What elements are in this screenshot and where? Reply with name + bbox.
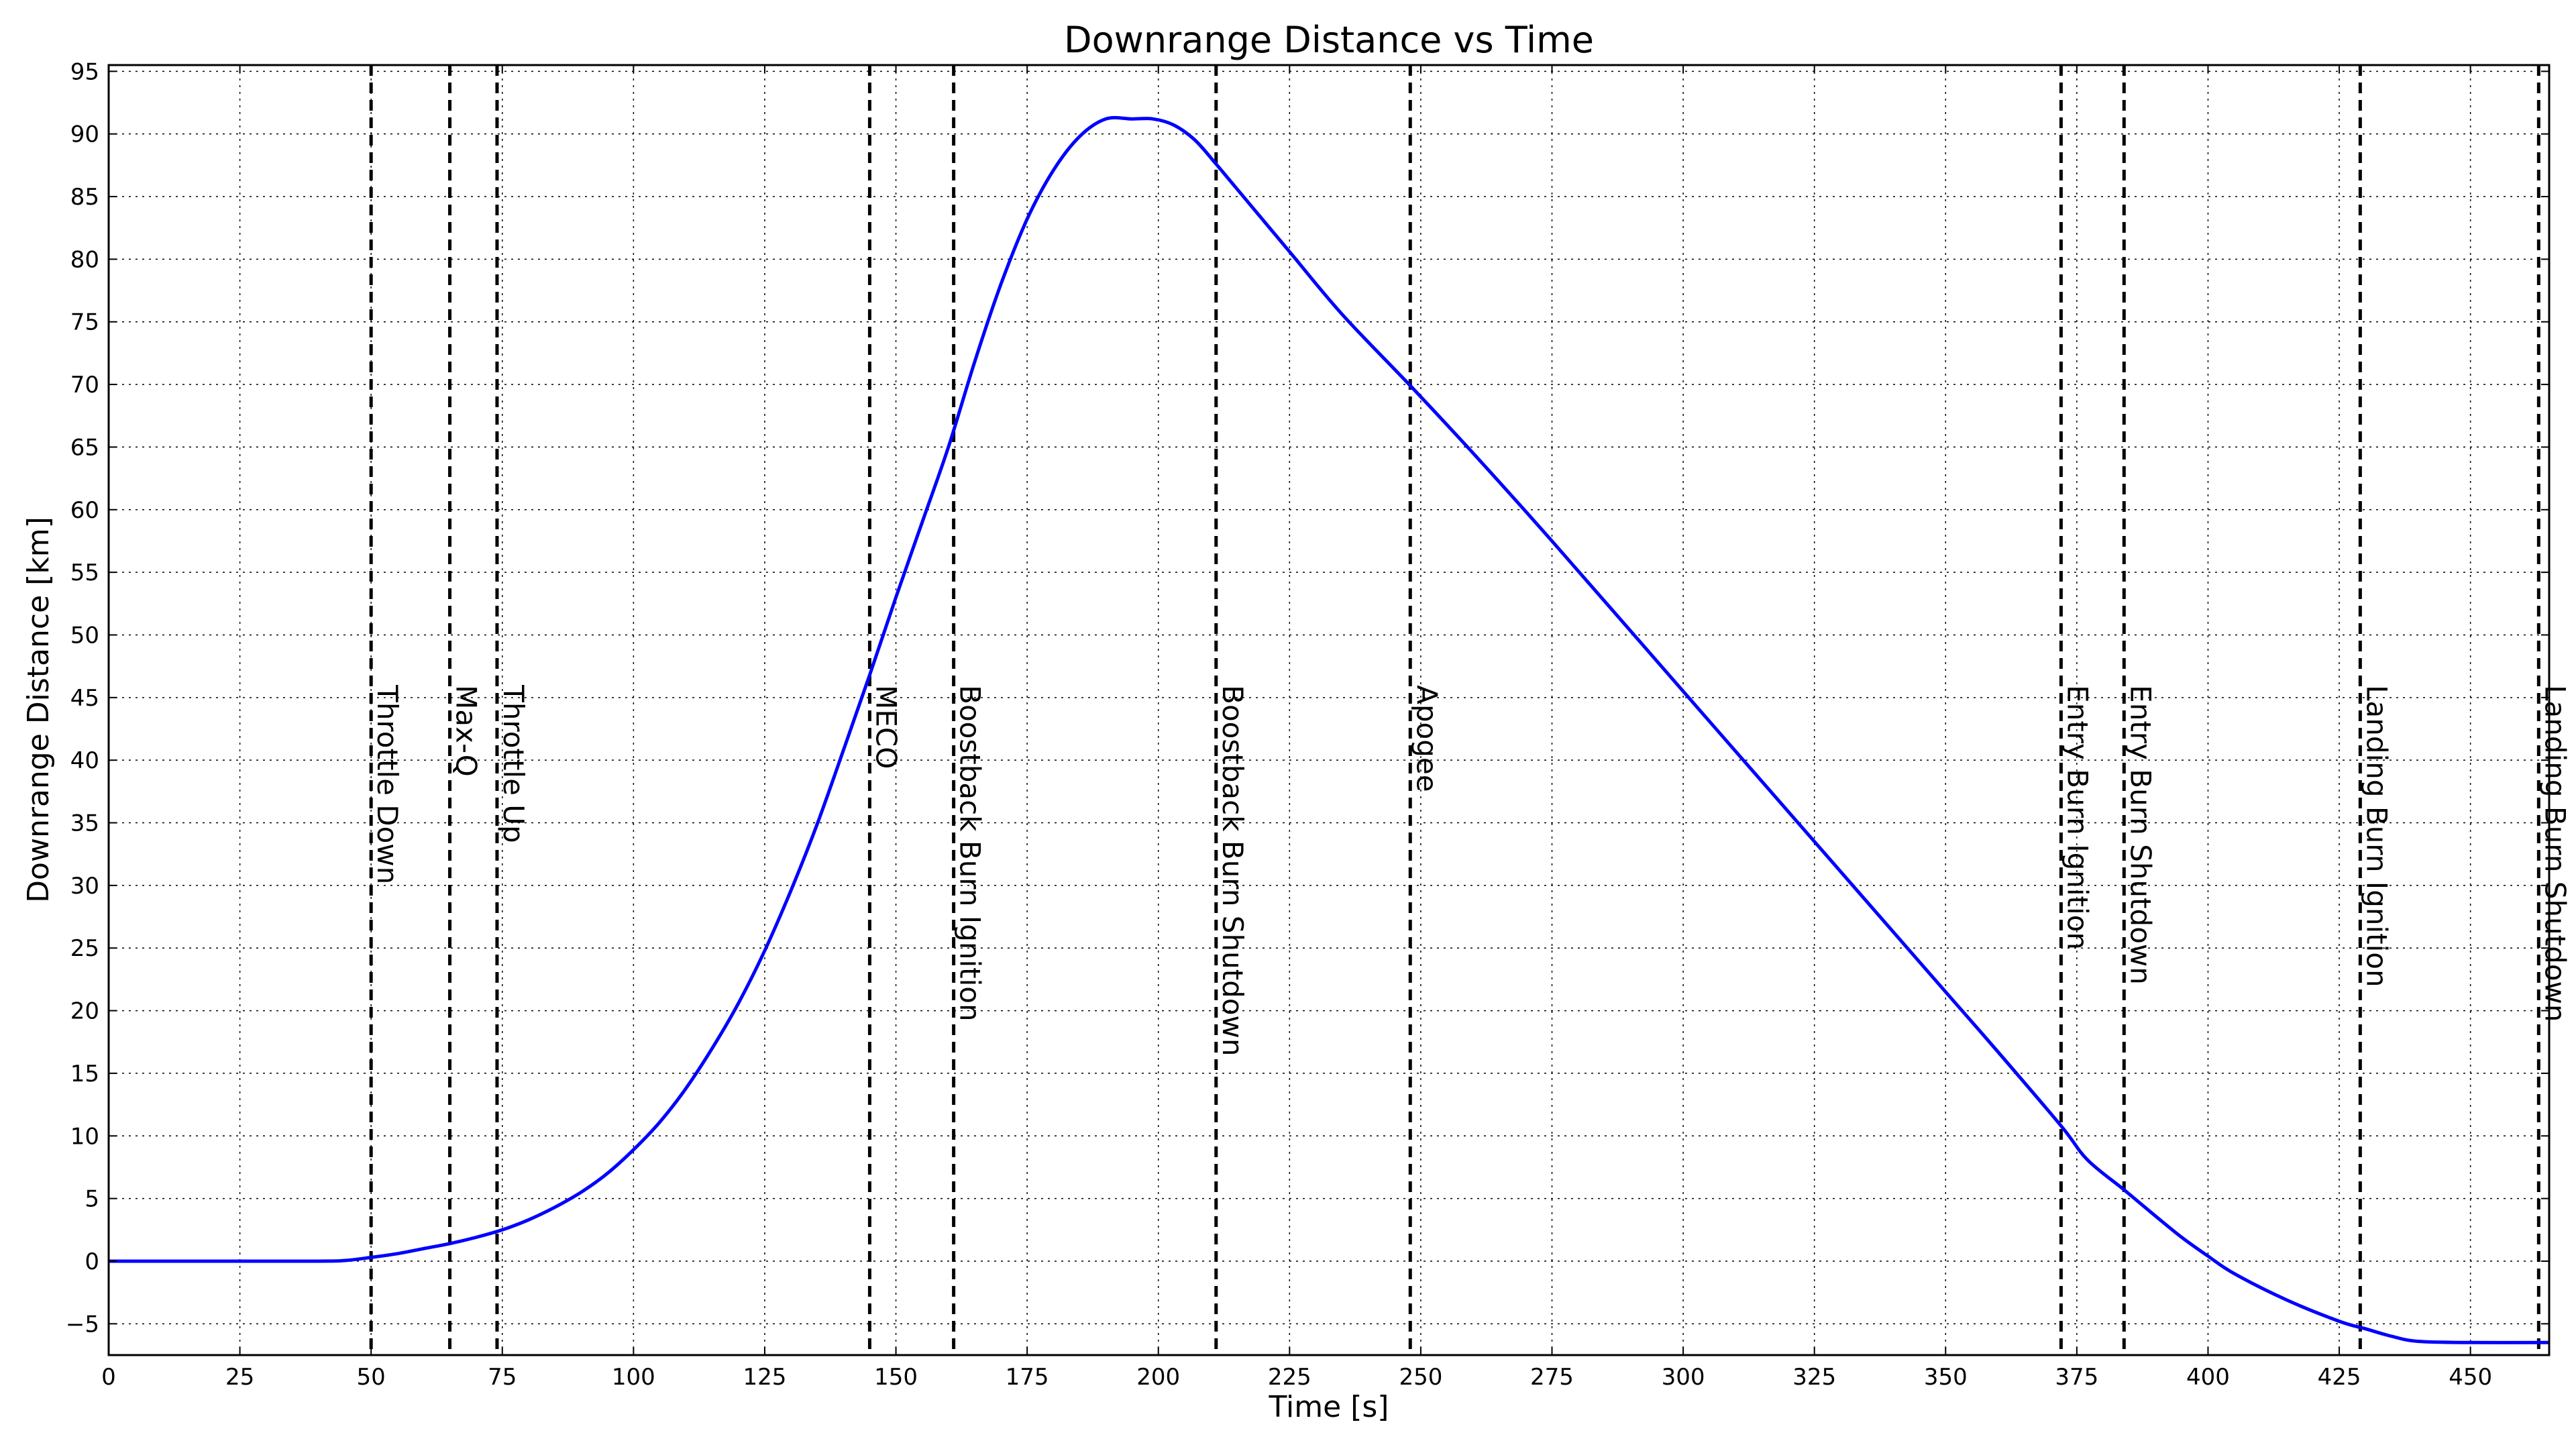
event-label: Entry Burn Shutdown (2124, 685, 2157, 985)
y-tick-label: 40 (70, 747, 99, 774)
event-label: Throttle Up (497, 684, 530, 843)
y-tick-label: 75 (70, 309, 99, 336)
y-tick-label: 10 (70, 1123, 99, 1150)
x-tick-label: 375 (2055, 1364, 2098, 1391)
event-label: Boostback Burn Shutdown (1216, 685, 1249, 1056)
y-tick-label: 60 (70, 497, 99, 524)
y-tick-label: 95 (70, 58, 99, 85)
x-tick-label: 75 (488, 1364, 517, 1391)
y-tick-label: 70 (70, 372, 99, 398)
y-tick-label: 50 (70, 622, 99, 649)
x-axis-label: Time [s] (1269, 1390, 1389, 1424)
x-tick-label: 225 (1268, 1364, 1311, 1391)
event-label: Throttle Down (371, 684, 404, 884)
x-tick-label: 150 (874, 1364, 918, 1391)
event-label: MECO (869, 685, 902, 769)
chart-title: Downrange Distance vs Time (1064, 19, 1594, 61)
event-label: Entry Burn Ignition (2061, 685, 2094, 950)
x-tick-label: 400 (2186, 1364, 2230, 1391)
x-tick-label: 250 (1399, 1364, 1442, 1391)
y-tick-label: 90 (70, 121, 99, 148)
x-tick-label: 425 (2318, 1364, 2361, 1391)
series-layer (109, 115, 2549, 1344)
y-tick-label: 35 (70, 810, 99, 837)
y-tick-label: 15 (70, 1061, 99, 1087)
x-tick-label: 450 (2449, 1364, 2492, 1391)
y-tick-label: 45 (70, 685, 99, 712)
x-tick-label: 50 (357, 1364, 386, 1391)
x-tick-label: 350 (1924, 1364, 1968, 1391)
y-tick-label: 25 (70, 935, 99, 962)
y-tick-label: 30 (70, 873, 99, 900)
y-tick-label: 5 (85, 1186, 99, 1213)
event-label: Landing Burn Ignition (2360, 685, 2393, 987)
x-tick-label: 0 (101, 1364, 116, 1391)
y-axis-label: Downrange Distance [km] (21, 517, 56, 903)
y-tick-label: 65 (70, 434, 99, 461)
x-tick-label: 300 (1662, 1364, 1705, 1391)
axis-ticks: 0 25 50 75 100 125 150 175 200 225 250 275 300 325 350… (66, 58, 2549, 1391)
plot-frame (107, 64, 2551, 1356)
x-tick-label: 175 (1006, 1364, 1049, 1391)
y-tick-label: 0 (85, 1248, 99, 1275)
x-tick-label: 200 (1136, 1364, 1180, 1391)
event-label: Max-Q (450, 685, 483, 777)
x-tick-label: 275 (1530, 1364, 1574, 1391)
x-tick-label: 25 (225, 1364, 254, 1391)
y-tick-label: 80 (70, 246, 99, 273)
y-tick-label: 55 (70, 559, 99, 586)
x-tick-label: 125 (743, 1364, 787, 1391)
event-label: Apogee (1410, 685, 1443, 792)
event-markers: Throttle Down Max-Q Throttle Up MECO Boostba… (369, 65, 2571, 1355)
y-tick-label: 85 (70, 184, 99, 211)
y-tick-label: −5 (66, 1311, 99, 1338)
event-label: Boostback Burn Ignition (954, 685, 987, 1021)
y-tick-label: 20 (70, 998, 99, 1025)
event-label: Landing Burn Shutdown (2538, 685, 2571, 1022)
x-tick-label: 325 (1792, 1364, 1836, 1391)
series-line (109, 115, 2549, 1344)
x-tick-label: 100 (612, 1364, 655, 1391)
